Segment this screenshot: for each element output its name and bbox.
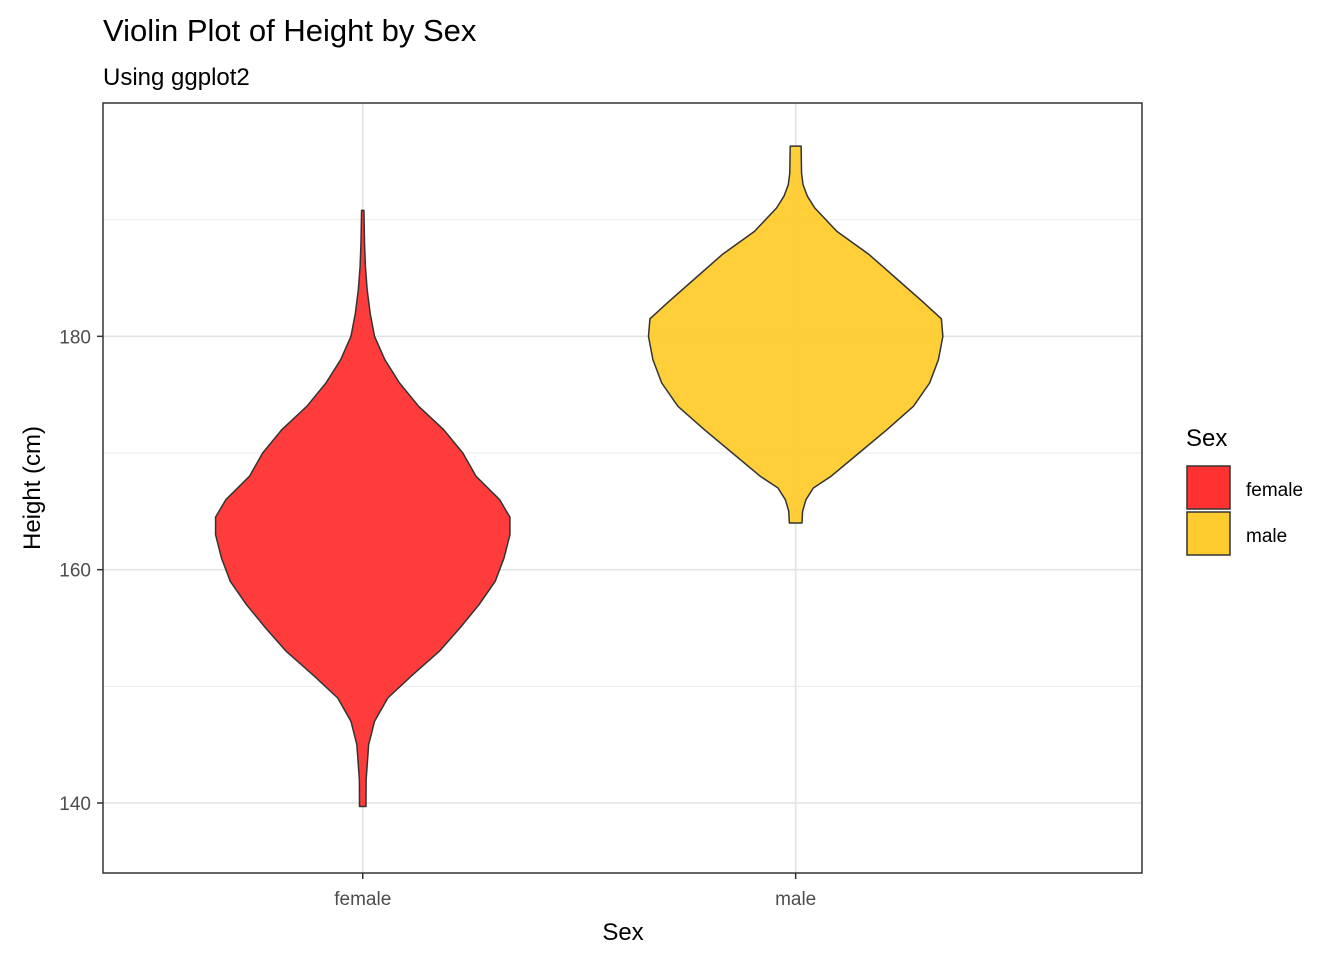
panel-border: [102, 102, 1143, 874]
x-tick-label: male: [775, 889, 816, 910]
x-tick-label: female: [334, 889, 391, 910]
legend-label-male: male: [1246, 526, 1287, 547]
y-tick-label: 160: [59, 561, 91, 582]
y-axis-title: Height (cm): [19, 426, 46, 550]
plot-panel: 140 160 180 female male: [59, 102, 1143, 910]
violin-male: [647, 145, 944, 524]
legend-key-male: [1186, 511, 1231, 556]
legend-label-female: female: [1246, 480, 1303, 501]
legend-key-female: [1186, 465, 1231, 510]
chart-subtitle: Using ggplot2: [103, 64, 250, 91]
violin-female: [214, 209, 511, 808]
chart-title: Violin Plot of Height by Sex: [103, 13, 477, 48]
x-axis-title: Sex: [602, 919, 643, 946]
legend-title: Sex: [1186, 425, 1227, 452]
y-tick-label: 140: [59, 794, 91, 815]
legend: Sex female male: [1186, 425, 1303, 556]
y-tick-label: 180: [59, 327, 91, 348]
